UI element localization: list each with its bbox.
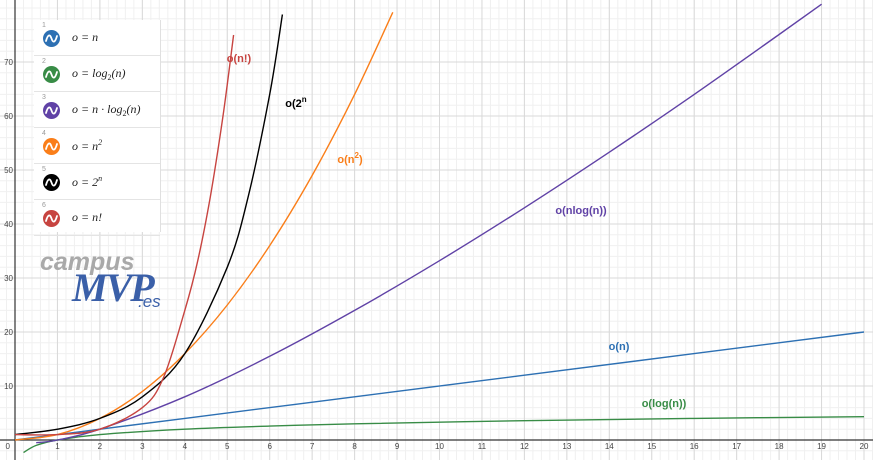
x-tick-label: 13 <box>562 442 571 451</box>
campusmvp-logo: campus MVP .es <box>38 248 178 318</box>
curve-label-2: o(log(n)) <box>642 398 687 410</box>
x-tick-label: 2 <box>98 442 103 451</box>
expression-formula[interactable]: o = 2n <box>72 174 103 189</box>
wave-icon[interactable] <box>43 174 60 191</box>
wave-icon[interactable] <box>43 210 60 227</box>
curve-label-3: o(nlog(n)) <box>555 205 607 217</box>
expression-number: 3 <box>42 94 46 101</box>
x-tick-label: 5 <box>225 442 230 451</box>
series-line-6 <box>14 34 235 436</box>
x-tick-label: 1 <box>55 442 60 451</box>
expression-row[interactable]: 5 o = 2n <box>34 164 160 200</box>
curve-label-4: o(n2) <box>337 151 363 166</box>
expression-row[interactable]: 3 o = n · log2(n) <box>34 92 160 128</box>
expression-row[interactable]: 2 o = log2(n) <box>34 56 160 92</box>
expression-row[interactable]: 6 o = n! <box>34 200 160 236</box>
x-tick-label: 10 <box>435 442 444 451</box>
x-tick-label: 11 <box>478 442 487 451</box>
expression-number: 1 <box>42 22 46 29</box>
logo-es-text: .es <box>138 292 161 311</box>
tick-labels: 0 1 2 3 4 5 6 7 8 9 10 11 12 13 14 15 16 17 18 19 2010203040… <box>4 58 869 451</box>
wave-icon[interactable] <box>43 30 60 47</box>
x-tick-label: 4 <box>183 442 188 451</box>
x-tick-label: 15 <box>647 442 656 451</box>
curve-label-1: o(n) <box>609 341 630 353</box>
x-tick-label: 16 <box>690 442 699 451</box>
y-tick-label: 10 <box>4 382 13 391</box>
curve-label-6: o(n!) <box>227 53 252 65</box>
y-tick-label: 20 <box>4 328 13 337</box>
wave-icon[interactable] <box>43 138 60 155</box>
y-tick-label: 60 <box>4 112 13 121</box>
curves <box>14 3 865 454</box>
y-tick-label: 30 <box>4 274 13 283</box>
x-tick-label: 19 <box>817 442 826 451</box>
x-tick-label: 17 <box>732 442 741 451</box>
series-line-5 <box>14 14 284 436</box>
expression-number: 2 <box>42 58 46 65</box>
x-tick-label: 12 <box>520 442 529 451</box>
expression-row[interactable]: 4 o = n2 <box>34 128 160 164</box>
x-tick-label: 0 <box>6 442 11 451</box>
x-tick-label: 9 <box>395 442 400 451</box>
expression-number: 4 <box>42 130 46 137</box>
x-tick-label: 8 <box>352 442 357 451</box>
expression-formula[interactable]: o = n2 <box>72 138 103 153</box>
y-tick-label: 50 <box>4 166 13 175</box>
series-line-1 <box>14 331 865 441</box>
curve-labels: o(n) o(log(n)) o(nlog(n)) o(n2) o(2n o(n!) <box>227 53 687 410</box>
series-line-4 <box>14 12 394 441</box>
expression-number: 6 <box>42 202 46 209</box>
y-tick-label: 40 <box>4 220 13 229</box>
logo-campus-text: campus <box>40 248 135 276</box>
x-tick-label: 14 <box>605 442 614 451</box>
expression-number: 5 <box>42 166 46 173</box>
wave-icon[interactable] <box>43 66 60 83</box>
x-tick-label: 20 <box>860 442 869 451</box>
logo-mvp-text: MVP <box>72 265 155 310</box>
expression-formula[interactable]: o = log2(n) <box>72 66 126 82</box>
expression-formula[interactable]: o = n · log2(n) <box>72 102 141 118</box>
x-tick-label: 3 <box>140 442 145 451</box>
expression-formula[interactable]: o = n <box>72 30 99 44</box>
curve-label-5: o(2n <box>285 95 307 110</box>
x-tick-label: 6 <box>267 442 272 451</box>
y-tick-label: 70 <box>4 58 13 67</box>
expression-formula[interactable]: o = n! <box>72 210 103 224</box>
wave-icon[interactable] <box>43 102 60 119</box>
x-tick-label: 18 <box>775 442 784 451</box>
x-tick-label: 7 <box>310 442 315 451</box>
expression-row[interactable]: 1 o = n <box>34 20 160 56</box>
